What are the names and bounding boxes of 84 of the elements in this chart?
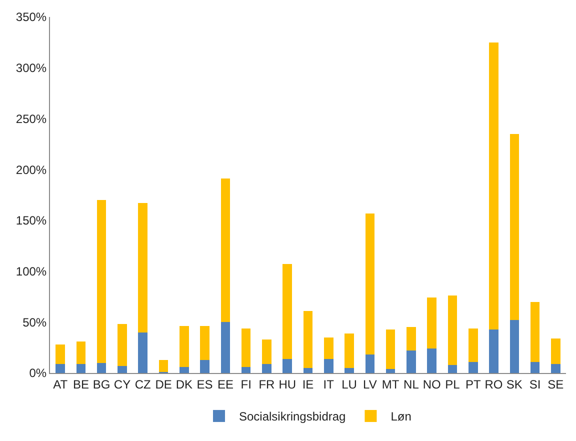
bar [96, 362, 106, 373]
bar [386, 329, 396, 369]
bar [365, 354, 375, 373]
x-tick-label: PL [445, 377, 460, 392]
y-tick-label: 350% [16, 10, 47, 24]
bar [324, 337, 334, 359]
x-tick-label: AT [53, 377, 68, 392]
bar [200, 360, 210, 373]
x-tick-label: SK [506, 377, 522, 392]
bar [303, 368, 313, 373]
legend-label: Løn [390, 410, 412, 424]
bar [220, 322, 230, 373]
y-tick-label: 150% [16, 214, 47, 228]
bar [406, 350, 416, 373]
bar [262, 364, 272, 373]
bar [551, 338, 560, 364]
bar [448, 296, 458, 365]
y-tick-label: 50% [22, 315, 47, 330]
bar [386, 368, 396, 373]
y-tick-label: 300% [16, 61, 47, 76]
bar [365, 213, 375, 355]
x-tick-label: DK [176, 377, 192, 392]
bar [180, 326, 189, 367]
bar [510, 320, 520, 373]
x-tick-label: CZ [134, 377, 151, 392]
x-tick-label: NL [404, 377, 420, 392]
bar [551, 364, 560, 373]
y-tick-label: 250% [16, 112, 47, 126]
bar [241, 328, 251, 367]
y-tick-label: 100% [16, 264, 47, 278]
bar [118, 366, 127, 373]
bar [510, 134, 520, 320]
x-tick-label: BE [72, 377, 89, 392]
bar [96, 200, 106, 363]
x-tick-label: IE [302, 377, 314, 392]
bar [324, 358, 334, 373]
bar [282, 358, 292, 373]
x-tick-label: PT [465, 377, 482, 392]
bar [468, 328, 478, 362]
x-tick-label: FI [240, 377, 252, 392]
bar [344, 333, 354, 368]
x-tick-label: FR [258, 377, 276, 392]
bar [448, 364, 458, 373]
bar [262, 339, 272, 364]
x-tick-label: LU [342, 377, 357, 392]
bar [158, 360, 168, 372]
legend-label: Socialsikringsbidrag [239, 410, 346, 424]
x-tick-label: MT [382, 377, 400, 392]
bar [241, 366, 251, 373]
x-tick-label: NO [422, 377, 441, 392]
bar [282, 264, 292, 359]
x-tick-label: HU [278, 377, 296, 392]
bar [530, 362, 540, 373]
bar [220, 178, 230, 322]
x-tick-label: IT [323, 377, 335, 392]
bar [76, 364, 86, 373]
x-tick-label: LV [363, 377, 377, 392]
bar [406, 327, 416, 351]
bar [427, 348, 436, 373]
bar [118, 324, 127, 366]
bar [76, 341, 86, 364]
bar [489, 42, 498, 330]
bar [344, 368, 354, 373]
bar [530, 302, 540, 362]
bar [468, 362, 478, 373]
y-tick-label: 200% [16, 162, 47, 177]
x-tick-label: SE [548, 377, 564, 392]
x-tick-label: CY [114, 377, 131, 392]
x-tick-label: EE [217, 377, 234, 392]
x-tick-label: RO [484, 377, 503, 392]
bar [180, 366, 189, 373]
x-tick-label: DE [155, 377, 172, 392]
x-tick-label: SI [529, 377, 541, 392]
bar [427, 298, 436, 349]
bar [489, 329, 498, 373]
bar [56, 364, 65, 373]
x-tick-label: BG [92, 377, 110, 392]
bar [56, 344, 65, 364]
bar [200, 326, 210, 360]
bar [303, 310, 313, 368]
bar [138, 203, 148, 332]
bar [138, 332, 148, 373]
y-tick-label: 0% [29, 366, 47, 380]
x-tick-label: ES [196, 377, 213, 392]
